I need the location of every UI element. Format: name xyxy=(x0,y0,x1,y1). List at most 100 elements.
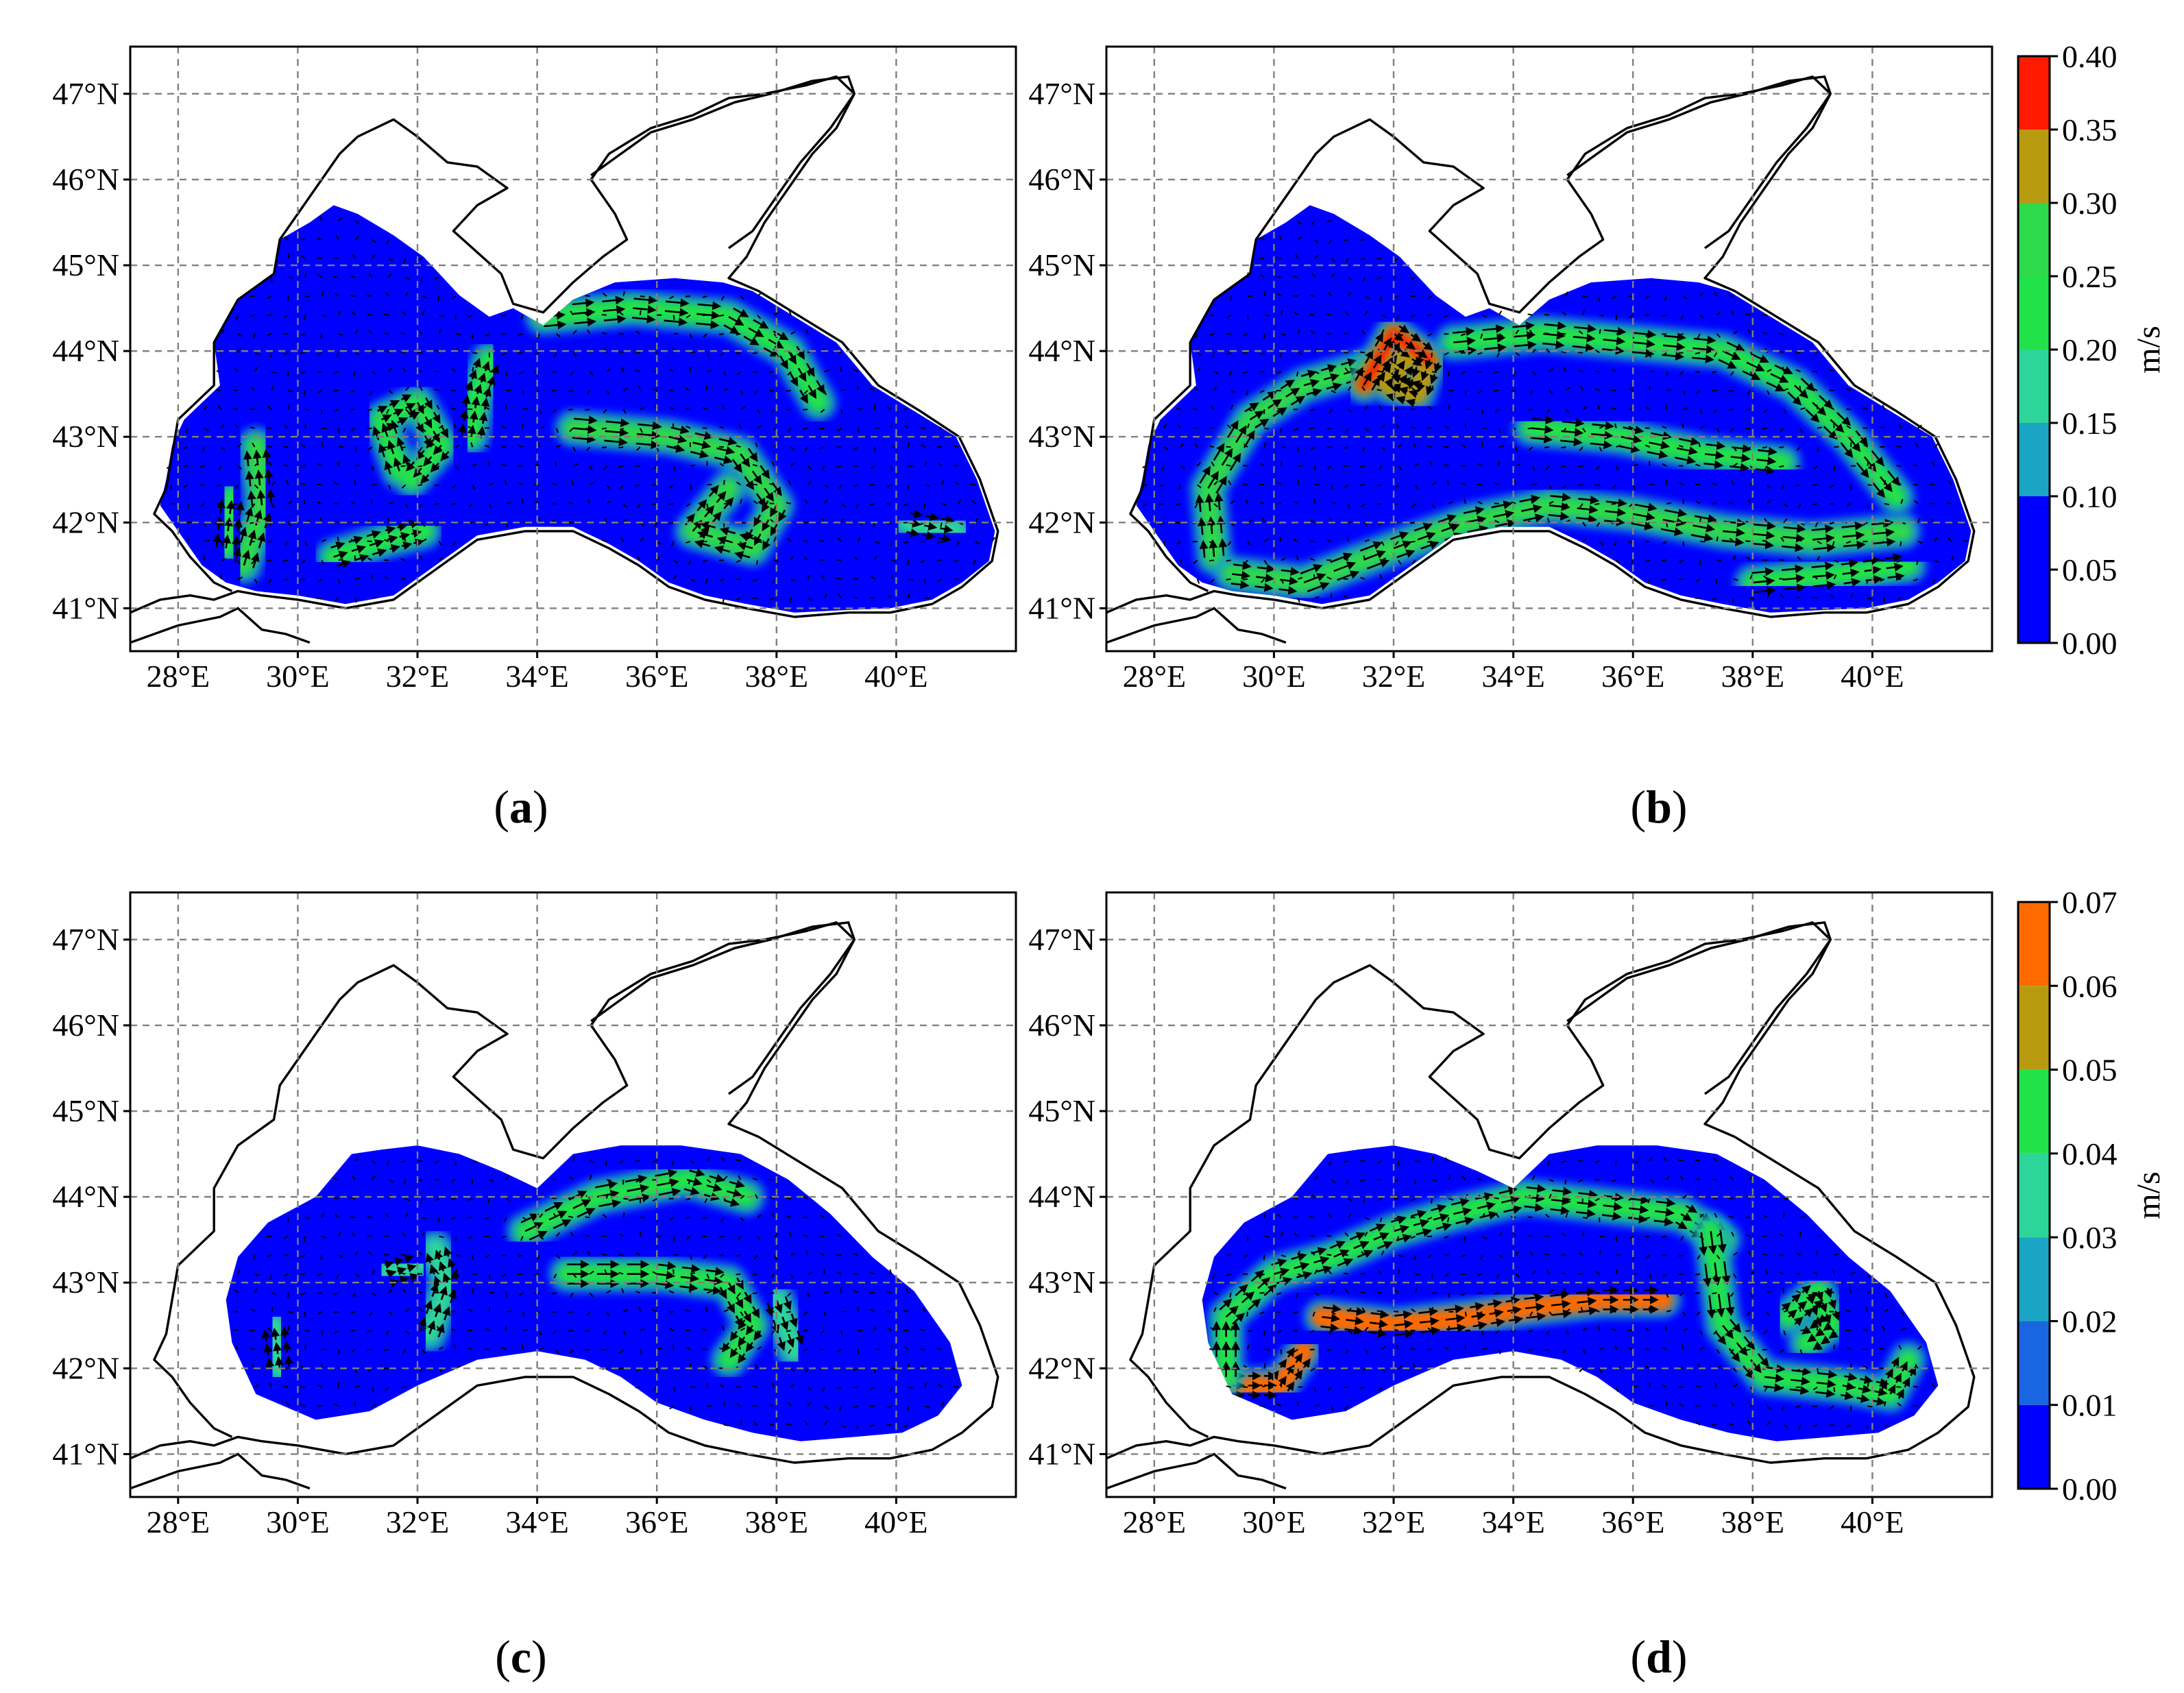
field-arrow xyxy=(685,502,691,507)
field-arrow xyxy=(418,1367,423,1373)
field-arrow xyxy=(1513,371,1517,376)
field-arrow xyxy=(1209,446,1215,448)
field-arrow xyxy=(1361,386,1366,391)
current-arrow xyxy=(906,528,920,537)
field-arrow xyxy=(805,1367,809,1374)
current-arrow xyxy=(1372,354,1382,369)
field-arrow xyxy=(803,1195,808,1199)
lon-tick-label: 28°E xyxy=(147,659,210,694)
field-arrow xyxy=(472,352,478,354)
field-arrow xyxy=(1464,498,1466,504)
field-arrow xyxy=(1896,465,1902,467)
field-arrow xyxy=(1565,387,1570,391)
field-arrow xyxy=(1834,446,1839,448)
field-arrow xyxy=(925,484,930,487)
field-arrow xyxy=(1429,461,1433,467)
field-arrow xyxy=(405,276,411,280)
field-arrow xyxy=(1562,311,1567,316)
field-arrow xyxy=(1678,333,1684,336)
field-arrow xyxy=(669,484,675,489)
current-arrow xyxy=(711,511,722,524)
field-arrow xyxy=(903,1329,908,1332)
current-arrow xyxy=(384,460,393,475)
field-arrow xyxy=(388,1179,393,1183)
field-arrow xyxy=(769,502,775,504)
field-arrow xyxy=(250,408,255,411)
current-arrow xyxy=(1746,361,1765,372)
field-arrow xyxy=(337,536,339,542)
field-arrow xyxy=(757,1345,762,1350)
field-arrow xyxy=(220,541,224,546)
field-arrow xyxy=(1196,367,1201,372)
current-arrow xyxy=(1823,426,1838,440)
field-arrow xyxy=(266,1348,272,1350)
current-arrow xyxy=(925,512,939,522)
field-arrow xyxy=(537,333,541,339)
current-arrow xyxy=(795,1330,804,1345)
field-arrow xyxy=(200,502,205,507)
field-arrow xyxy=(1281,578,1284,584)
field-arrow xyxy=(1414,463,1420,467)
field-arrow xyxy=(736,371,742,376)
field-arrow xyxy=(221,446,226,451)
current-arrow xyxy=(1847,436,1861,452)
field-arrow xyxy=(1712,1311,1717,1313)
current-arrow xyxy=(733,307,749,317)
field-arrow xyxy=(688,560,692,565)
field-arrow xyxy=(870,465,875,470)
field-arrow xyxy=(1728,1311,1734,1313)
current-arrow xyxy=(385,423,396,432)
field-arrow xyxy=(722,404,725,410)
field-arrow xyxy=(1209,333,1215,337)
field-arrow xyxy=(1193,386,1198,391)
field-arrow xyxy=(321,539,327,542)
field-arrow xyxy=(870,502,875,507)
current-arrow xyxy=(696,320,720,330)
current-arrow xyxy=(1782,574,1806,583)
field-arrow xyxy=(216,389,221,391)
field-arrow xyxy=(671,1160,675,1166)
field-arrow xyxy=(1243,559,1248,565)
field-arrow xyxy=(417,258,423,261)
current-arrow xyxy=(602,295,624,305)
field-arrow xyxy=(302,498,306,504)
field-arrow xyxy=(501,463,507,467)
field-arrow xyxy=(1746,557,1751,561)
field-arrow xyxy=(672,1269,675,1274)
current-arrow xyxy=(598,1199,622,1208)
field-arrow xyxy=(505,1293,508,1298)
field-arrow xyxy=(1916,560,1919,565)
field-arrow xyxy=(403,536,407,542)
field-arrow xyxy=(1728,1330,1734,1332)
field-arrow xyxy=(504,1217,507,1223)
panel-label-a: (a) xyxy=(494,781,548,833)
field-arrow xyxy=(704,1198,708,1204)
panel-b: 47°N46°N45°N44°N43°N42°N41°N28°E 30°E 32°E… xyxy=(1028,45,1993,833)
field-arrow xyxy=(1599,425,1604,429)
field-arrow xyxy=(489,1179,494,1182)
field-arrow xyxy=(1678,1273,1684,1276)
field-arrow xyxy=(1395,484,1399,489)
field-arrow xyxy=(857,1349,860,1354)
field-arrow xyxy=(570,480,574,485)
field-arrow xyxy=(1662,463,1667,467)
current-arrow xyxy=(1813,543,1836,552)
field-arrow xyxy=(958,499,962,504)
field-arrow xyxy=(218,465,222,471)
field-arrow xyxy=(1581,1198,1584,1204)
current-arrow xyxy=(381,414,392,423)
current-arrow xyxy=(1718,358,1737,369)
field-arrow xyxy=(1766,390,1770,395)
field-arrow xyxy=(1362,277,1366,282)
current-arrow xyxy=(751,1306,760,1319)
lon-tick-label: 36°E xyxy=(625,1505,689,1539)
field-arrow xyxy=(771,352,775,357)
field-arrow xyxy=(1314,371,1320,374)
lat-tick-label: 41°N xyxy=(52,1436,119,1471)
field-arrow xyxy=(436,1326,440,1331)
current-arrow xyxy=(1603,336,1626,345)
field-arrow xyxy=(1732,555,1736,561)
field-arrow xyxy=(271,385,274,391)
field-arrow xyxy=(673,445,679,448)
colorbar-band xyxy=(2018,1237,2050,1321)
